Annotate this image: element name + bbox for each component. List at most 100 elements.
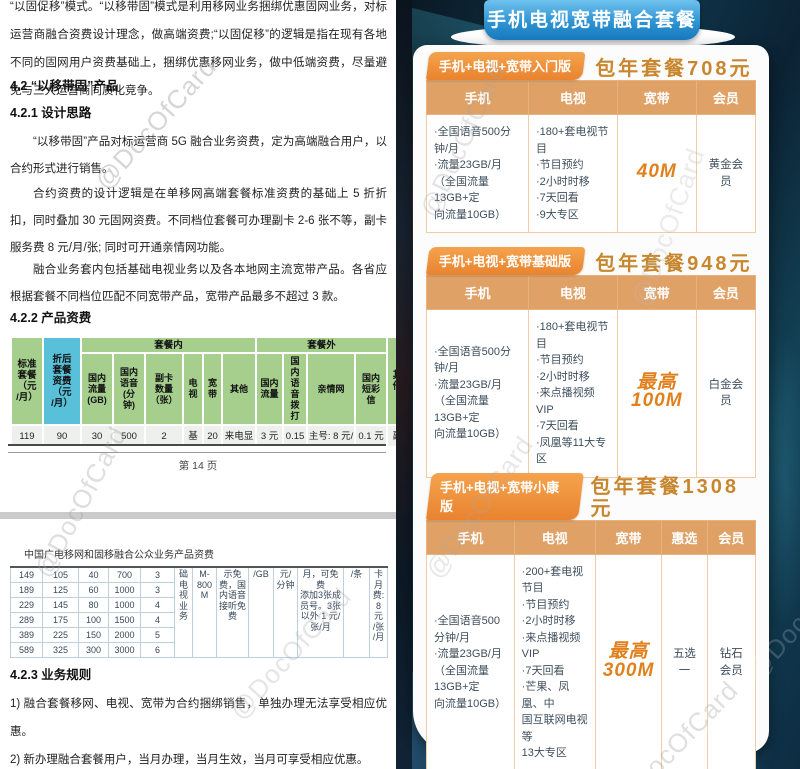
col-vip: 会员 <box>706 519 757 555</box>
col-tv: 电视 <box>527 275 618 310</box>
phone-benefits: ·全国语音500分钟/月 ·流量23GB/月 （全国流量13GB+定 向流量10… <box>426 553 515 769</box>
cell: 1000 <box>108 582 141 598</box>
heading-4-2-2: 4.2.2 产品资费 <box>10 311 92 325</box>
cell: 来电显 <box>223 426 256 446</box>
cell: 4 <box>140 612 175 628</box>
cell: 30 <box>82 426 112 446</box>
poster-card: 手机+电视+宽带入门版 包年套餐708元 手机 电视 宽带 会员 ·全国语音50… <box>413 45 769 769</box>
cell: 3 <box>140 566 175 583</box>
cell: 105 <box>42 566 79 583</box>
plan-tab: 手机+电视+宽带入门版 <box>426 52 586 80</box>
business-rules: 1) 融合套餐移网、电视、宽带为合约捆绑销售，单独办理无法享受相应优惠。 2) … <box>10 698 387 766</box>
plan-tab-label: 手机+电视+宽带入门版 <box>438 59 571 74</box>
plan-tab: 手机+电视+宽带基础版 <box>426 247 586 275</box>
cell: 389 <box>10 627 43 643</box>
cell: 225 <box>42 627 79 643</box>
col-other-1: 其他 <box>223 354 256 424</box>
plan-header: 手机+电视+宽带入门版 包年套餐708元 <box>426 52 756 80</box>
cell: 4 <box>140 597 175 613</box>
col-discount-fee: 折后 套餐 资费 （元 /月） <box>44 338 80 424</box>
col-tv: 电视 <box>527 80 618 115</box>
cell: 325 <box>42 642 79 658</box>
heading-4-2: 4.2 “以移带固”产品 <box>10 79 119 93</box>
col-out-data: 国内 流量 <box>257 354 283 424</box>
cell: 5 <box>140 627 175 643</box>
cell: 3000 <box>108 642 141 658</box>
cell-flow-unit: /GB <box>248 566 274 658</box>
plan-table: 手机 电视 宽带 会员 ·全国语音500分钟/月 ·流量23GB/月 （全国流量… <box>426 80 757 233</box>
paragraph-design-2: 合约资费的设计逻辑是在单移网高端套餐标准资费的基础上 5 折折扣，同时叠加 30… <box>10 188 387 254</box>
cell: 6 <box>140 642 175 658</box>
tariff-table-page14: 标准 套餐 （元 /月） 折后 套餐 资费 （元 /月） 套餐内 套餐外 其 他… <box>10 336 410 448</box>
cell: 0.15 <box>284 426 307 446</box>
col-vip: 会员 <box>695 80 757 115</box>
cell-voice-unit: 元/ 分钟 <box>273 566 298 658</box>
table-row: 229 145 80 1000 4 <box>10 597 388 613</box>
plan-price: 包年套餐708元 <box>595 58 753 80</box>
poster-title-banner: 手机电视宽带融合套餐 <box>484 0 700 40</box>
col-phone: 手机 <box>426 80 529 115</box>
cell: 145 <box>42 597 79 613</box>
document-page: “以固促移”模式。“以移带固”模式是利用移网业务捆绑优惠固网业务，对标运营商融合… <box>0 0 410 769</box>
col-select: 惠选 <box>661 519 708 555</box>
table-row: 289 175 100 1500 4 <box>10 612 388 628</box>
cell: 149 <box>10 566 43 583</box>
paragraph-intro: “以固促移”模式。“以移带固”模式是利用移网业务捆绑优惠固网业务，对标运营商融合… <box>10 1 387 97</box>
col-tv: 电 视 <box>184 354 202 424</box>
cell: 主号: 8 元/ <box>308 426 355 446</box>
col-tv: 电视 <box>513 519 596 555</box>
broadband-speed: 最高100M <box>631 371 683 412</box>
cell: 189 <box>10 582 43 598</box>
cell: 700 <box>108 566 141 583</box>
cell: 229 <box>10 597 43 613</box>
cell: 125 <box>42 582 79 598</box>
plan-basic: 手机+电视+宽带基础版 包年套餐948元 手机 电视 宽带 会员 ·全国语音50… <box>426 247 757 478</box>
cell: 175 <box>42 612 79 628</box>
tv-benefits: ·200+套电视节目 ·节目预约 ·2小时时移 ·来点播视频VIP ·7天回看 … <box>513 553 596 769</box>
plan-header: 手机+电视+宽带基础版 包年套餐948元 <box>426 247 756 275</box>
plan-table: 手机 电视 宽带 会员 ·全国语音500分钟/月 ·流量23GB/月 （全国流量… <box>426 275 757 478</box>
plan-premium: 手机+电视+宽带小康版 包年套餐1308元 手机 电视 宽带 惠选 会员 ·全国… <box>426 472 757 769</box>
cell-broadband-cont: M- 800 M <box>192 566 217 658</box>
broadband-speed: 40M <box>636 161 677 183</box>
tv-benefits: ·180+套电视节目 ·节目预约 ·2小时时移 ·来点播视频VIP ·7天回看 … <box>527 309 618 478</box>
cell: 1000 <box>108 597 141 613</box>
plan-price: 包年套餐948元 <box>595 253 753 275</box>
cell: 40 <box>78 566 109 583</box>
cell: 1500 <box>108 612 141 628</box>
cell: 2 <box>146 426 182 446</box>
cell: 0.1 元 <box>356 426 387 446</box>
poster-panel: 手机电视宽带融合套餐 手机+电视+宽带入门版 包年套餐708元 手机 电视 宽带… <box>396 0 800 769</box>
cell: 119 <box>12 426 42 446</box>
col-broadband: 宽带 <box>594 519 663 555</box>
plan-tab: 手机+电视+宽带小康版 <box>426 472 584 520</box>
page-number: 第 14 页 <box>178 460 218 472</box>
divider <box>8 444 386 446</box>
col-broadband: 宽 带 <box>204 354 221 424</box>
col-standard-fee: 标准 套餐 （元 /月） <box>12 338 42 424</box>
phone-benefits: ·全国语音500分钟/月 ·流量23GB/月 （全国流量13GB+定 向流量10… <box>426 114 529 233</box>
col-vip: 会员 <box>695 275 757 310</box>
col-phone: 手机 <box>426 275 529 310</box>
cell: 3 <box>140 582 175 598</box>
cell: 500 <box>114 426 144 446</box>
cell: 60 <box>78 582 109 598</box>
col-out-voice: 国 内 语 音 拨 打 <box>284 354 307 424</box>
background-photo <box>396 0 412 769</box>
cell-family-cont: 月，可免费 添加3张成 员号。3张 以外 1 元/ 张/月 <box>297 566 344 658</box>
broadband-speed: 最高300M <box>602 641 655 681</box>
heading-4-2-3: 4.2.3 业务规则 <box>10 668 92 682</box>
plan-tab-label: 手机+电视+宽带基础版 <box>438 254 571 269</box>
table-row: 119 90 30 500 2 基 20 来电显 3 元 0.15 主号: 8 … <box>12 426 408 446</box>
vip-level: 黄金会员 <box>708 159 744 188</box>
vip-level: 白金会员 <box>708 378 744 408</box>
phone-benefits: ·全国语音500分钟/月 ·流量23GB/月 （全国流量13GB+定 向流量10… <box>426 309 529 478</box>
tariff-table-page15: 149 105 40 700 3 础 电 视 业 务 M- 800 M 示免 费… <box>10 566 388 658</box>
table-row: 389 225 150 2000 5 <box>10 627 388 643</box>
col-broadband: 宽带 <box>616 275 697 310</box>
tv-benefits: ·180+套电视节目 ·节目预约 ·2小时时移 ·7天回看 ·9大专区 <box>527 114 618 233</box>
plan-entry: 手机+电视+宽带入门版 包年套餐708元 手机 电视 宽带 会员 ·全国语音50… <box>426 52 757 233</box>
cell: 20 <box>204 426 221 446</box>
group-out-package: 套餐外 <box>257 338 387 352</box>
